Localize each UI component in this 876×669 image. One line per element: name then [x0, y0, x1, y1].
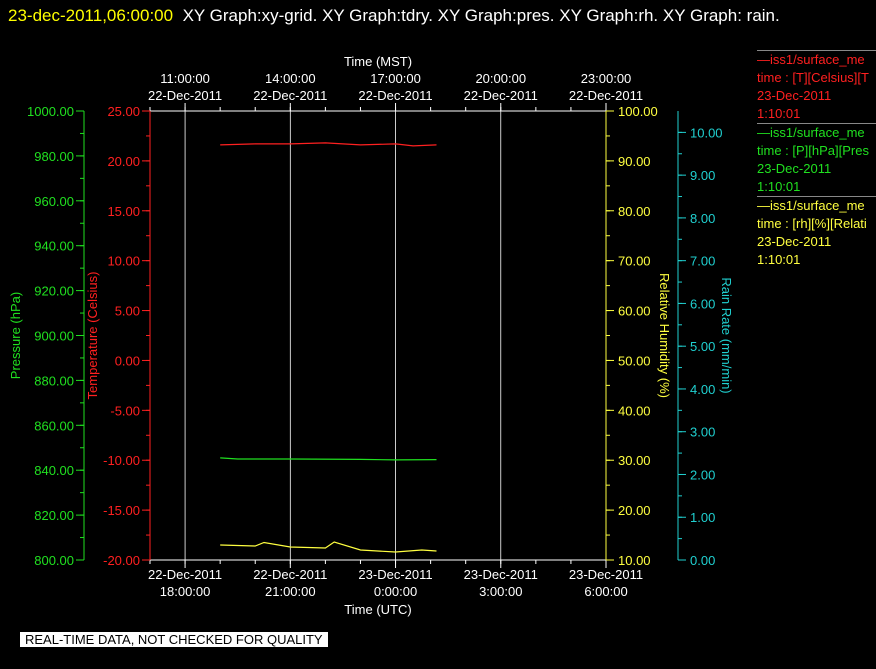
x-bottom-tick-label: 23-Dec-2011 [358, 567, 432, 582]
pressure-tick-label: 820.00 [34, 508, 74, 523]
x-top-tick-label: 17:00:00 [370, 71, 421, 86]
plot-frame [149, 110, 607, 561]
pressure-tick-label: 920.00 [34, 284, 74, 299]
rain-tick-label: 2.00 [690, 467, 715, 482]
legend-text: time : [T][Celsius][T [757, 70, 869, 85]
header: 23-dec-2011,06:00:00 XY Graph:xy-grid. X… [8, 2, 868, 30]
x-bottom-axis-title: Time (UTC) [344, 602, 411, 617]
pressure-tick-label: 800.00 [34, 553, 74, 568]
legend-text: 1:10:01 [757, 179, 801, 194]
x-top-tick-label: 11:00:00 [160, 71, 210, 86]
x-top-tick-label: 23:00:00 [581, 71, 632, 86]
pressure-axis-title: Pressure (hPa) [8, 292, 23, 379]
humidity-tick-label: 90.00 [618, 154, 651, 169]
x-top-tick-label: 22-Dec-2011 [253, 88, 327, 103]
x-top-tick-label: 20:00:00 [475, 71, 526, 86]
x-top-tick-label: 22-Dec-2011 [569, 88, 643, 103]
x-bottom-tick-label: 6:00:00 [584, 584, 627, 599]
x-bottom-tick-label: 22-Dec-2011 [148, 567, 222, 582]
humidity-tick-label: 60.00 [618, 304, 651, 319]
rain-tick-label: 9.00 [690, 168, 715, 183]
legend-text: 1:10:01 [757, 106, 801, 121]
rain-axis-title: Rain Rate (mm/min) [719, 277, 734, 393]
pressure-tick-label: 880.00 [34, 373, 74, 388]
humidity-axis-title: Relative Humidity (%) [657, 273, 672, 398]
x-bottom-tick-label: 0:00:00 [374, 584, 417, 599]
legend-text: time : [rh][%][Relati [757, 216, 867, 231]
pressure-series-line [220, 457, 437, 461]
x-top-tick-label: 22-Dec-2011 [148, 88, 222, 103]
temperature-tick-label: 25.00 [107, 104, 140, 119]
x-top-tick-label: 14:00:00 [265, 71, 316, 86]
legend-text: —iss1/surface_me [757, 52, 865, 67]
humidity-tick-label: 30.00 [618, 453, 651, 468]
x-top-tick-label: 22-Dec-2011 [358, 88, 432, 103]
temperature-tick-label: 0.00 [115, 353, 140, 368]
pressure-tick-label: 840.00 [34, 463, 74, 478]
rain-tick-label: 4.00 [690, 382, 715, 397]
humidity-tick-label: 20.00 [618, 503, 651, 518]
rain-tick-label: 10.00 [690, 125, 723, 140]
legend-text: —iss1/surface_me [757, 125, 865, 140]
rain-tick-label: 8.00 [690, 211, 715, 226]
temperature-tick-label: 20.00 [107, 154, 140, 169]
temperature-tick-label: 5.00 [115, 304, 140, 319]
temperature-tick-label: 10.00 [107, 254, 140, 269]
pressure-tick-label: 980.00 [34, 149, 74, 164]
humidity-tick-label: 100.00 [618, 104, 658, 119]
legend-text: 23-Dec-2011 [757, 234, 832, 249]
rain-tick-label: 5.00 [690, 339, 715, 354]
temperature-tick-label: -15.00 [103, 503, 140, 518]
rain-tick-label: 7.00 [690, 254, 715, 269]
temperature-tick-label: -20.00 [103, 553, 140, 568]
pressure-tick-label: 900.00 [34, 329, 74, 344]
x-bottom-tick-label: 21:00:00 [265, 584, 316, 599]
x-bottom-tick-label: 3:00:00 [479, 584, 522, 599]
temperature-tick-label: 15.00 [107, 204, 140, 219]
x-bottom-tick-label: 23-Dec-2011 [569, 567, 643, 582]
temperature-axis-title: Temperature (Celsius) [85, 272, 100, 400]
legend: —iss1/surface_me time : [T][Celsius][T 23-… [757, 50, 876, 269]
rain-tick-label: 0.00 [690, 553, 715, 568]
legend-text: —iss1/surface_me [757, 198, 865, 213]
temperature-tick-label: -10.00 [103, 453, 140, 468]
humidity-tick-label: 80.00 [618, 204, 651, 219]
pressure-tick-label: 1000.00 [27, 104, 74, 119]
legend-text: 23-Dec-2011 [757, 161, 832, 176]
pressure-tick-label: 960.00 [34, 194, 74, 209]
pressure-tick-label: 860.00 [34, 418, 74, 433]
x-bottom-tick-label: 22-Dec-2011 [253, 567, 327, 582]
x-bottom-tick-label: 18:00:00 [160, 584, 211, 599]
humidity-tick-label: 10.00 [618, 553, 651, 568]
x-top-tick-label: 22-Dec-2011 [464, 88, 538, 103]
legend-text: time : [P][hPa][Pres [757, 143, 869, 158]
humidity-tick-label: 70.00 [618, 254, 651, 269]
humidity-tick-label: 50.00 [618, 353, 651, 368]
rain-tick-label: 3.00 [690, 425, 715, 440]
legend-text: 23-Dec-2011 [757, 88, 832, 103]
quality-notice: REAL-TIME DATA, NOT CHECKED FOR QUALITY [20, 632, 328, 647]
rain-tick-label: 1.00 [690, 510, 715, 525]
temperature-tick-label: -5.00 [110, 403, 140, 418]
legend-text: 1:10:01 [757, 252, 801, 267]
x-bottom-tick-label: 23-Dec-2011 [464, 567, 538, 582]
rain-tick-label: 6.00 [690, 296, 715, 311]
temperature-series-line [220, 142, 437, 147]
header-graph-titles: XY Graph:xy-grid. XY Graph:tdry. XY Grap… [182, 6, 780, 25]
humidity-tick-label: 40.00 [618, 403, 651, 418]
pressure-tick-label: 940.00 [34, 239, 74, 254]
x-top-axis-title: Time (MST) [344, 54, 412, 69]
humidity-series-line [220, 541, 437, 553]
header-timestamp: 23-dec-2011,06:00:00 [8, 6, 174, 25]
